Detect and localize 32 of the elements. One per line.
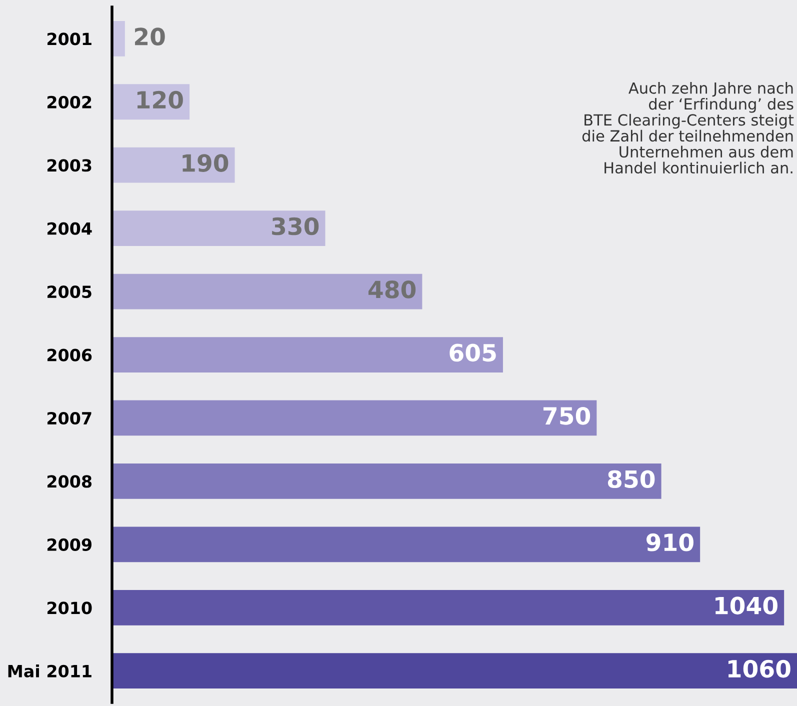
- data-label: 910: [646, 533, 694, 552]
- data-label: 605: [450, 344, 496, 362]
- bar: [112, 590, 784, 626]
- data-label: 750: [543, 406, 590, 425]
- bar: [112, 400, 597, 436]
- data-label: 1040: [716, 596, 778, 614]
- bar: [112, 147, 235, 183]
- y-tick-label: 2004: [47, 222, 92, 235]
- data-label: 120: [137, 90, 183, 109]
- y-tick-label: 2001: [47, 32, 92, 46]
- y-tick-label: 2010: [47, 602, 92, 614]
- y-tick-label: 2005: [47, 286, 92, 298]
- y-tick-label: 2008: [47, 475, 92, 488]
- y-tick-label: 2006: [47, 348, 92, 362]
- data-label: 1060: [728, 660, 790, 678]
- data-label: 190: [182, 154, 228, 172]
- y-tick-label: 2009: [47, 538, 92, 551]
- data-label: 850: [608, 470, 655, 488]
- bar: [112, 210, 326, 246]
- data-label: 20: [135, 28, 165, 46]
- data-label: 330: [272, 217, 319, 236]
- y-tick-label: Mai 2011: [8, 664, 92, 678]
- bar: [112, 337, 503, 372]
- bar: [112, 274, 422, 310]
- bar: [112, 653, 797, 689]
- y-tick-label: 2007: [47, 412, 92, 425]
- bar: [112, 464, 662, 499]
- bar: [112, 526, 700, 562]
- annotation: Auch zehn Jahre nach der ‘Erfindung’ des BTE Clearing-Centers steigt die Zahl der teilnehmenden Unternehmen aus dem Handel kontinuierlich an.: [582, 82, 794, 174]
- data-label: 480: [368, 280, 416, 298]
- y-tick-label: 2002: [47, 96, 92, 108]
- y-tick-label: 2003: [47, 159, 92, 172]
